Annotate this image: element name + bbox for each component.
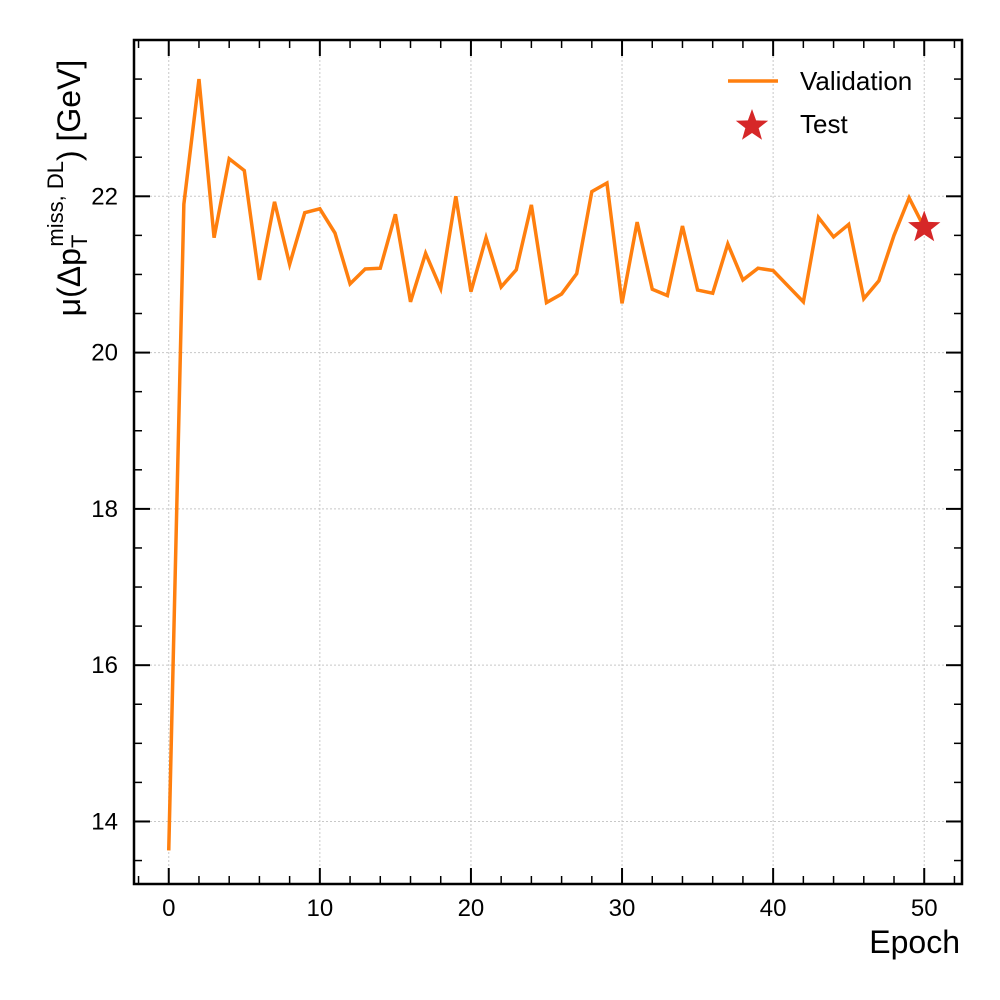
- legend-test-label: Test: [800, 109, 848, 139]
- y-tick-label: 22: [91, 183, 118, 210]
- x-tick-label: 50: [911, 895, 938, 922]
- series-validation-line: [167, 78, 926, 851]
- grid-lines: [134, 40, 962, 884]
- y-axis-title-main: μ(Δp: [51, 248, 87, 316]
- test-star-marker: [908, 210, 941, 242]
- x-tick-labels: 0 10 20 30 40 50: [162, 895, 938, 922]
- legend: Validation Test: [728, 66, 912, 140]
- y-axis-title-sub: T: [67, 235, 92, 248]
- y-tick-labels: 14 16 18 20 22: [91, 183, 118, 835]
- major-ticks: [134, 40, 962, 884]
- y-axis-title: μ(ΔpTmiss, DL) [GeV]: [43, 60, 92, 317]
- plot-frame: [132, 38, 964, 886]
- x-tick-label: 30: [609, 895, 636, 922]
- y-tick-label: 16: [91, 652, 118, 679]
- y-axis-title-end: ) [GeV]: [51, 60, 87, 161]
- y-tick-label: 14: [91, 808, 118, 835]
- legend-test-star-icon: [735, 109, 769, 140]
- y-tick-label: 18: [91, 496, 118, 523]
- x-tick-label: 40: [760, 895, 787, 922]
- x-tick-label: 20: [458, 895, 485, 922]
- x-tick-label: 10: [306, 895, 333, 922]
- y-tick-label: 20: [91, 340, 118, 367]
- series-layer: [167, 78, 941, 851]
- x-tick-label: 0: [162, 895, 175, 922]
- x-axis-title: Epoch: [869, 924, 960, 960]
- y-axis-title-sup: miss, DL: [43, 161, 68, 247]
- minor-ticks: [134, 40, 962, 884]
- legend-validation-label: Validation: [800, 66, 912, 96]
